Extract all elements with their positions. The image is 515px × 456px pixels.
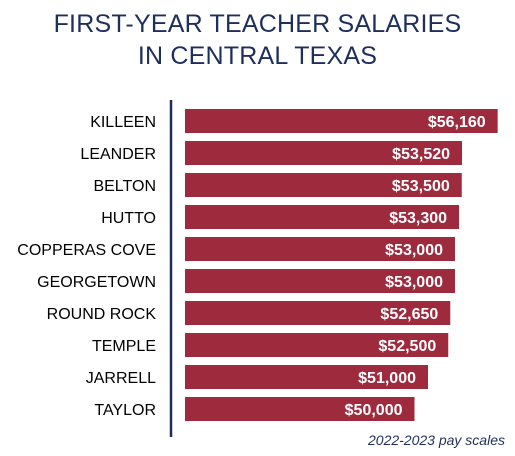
value-label: $53,000 [385, 274, 443, 291]
category-label: LEANDER [80, 146, 156, 163]
category-label: TEMPLE [92, 338, 156, 355]
category-label: BELTON [93, 178, 156, 195]
value-label: $56,160 [428, 114, 486, 131]
value-label: $53,000 [385, 242, 443, 259]
bar-jarrell [185, 365, 428, 389]
value-label: $53,300 [389, 210, 447, 227]
category-label: GEORGETOWN [37, 274, 156, 291]
category-label: JARRELL [86, 370, 156, 387]
value-label: $50,000 [345, 402, 403, 419]
bar-belton [185, 173, 462, 197]
bar-killeen [185, 109, 498, 133]
value-label: $52,650 [380, 306, 438, 323]
category-label: ROUND ROCK [47, 306, 157, 323]
value-label: $52,500 [378, 338, 436, 355]
bar-round-rock [185, 301, 451, 325]
bar-georgetown [185, 269, 455, 293]
value-label: $51,000 [358, 370, 416, 387]
bar-temple [185, 333, 449, 357]
chart-title-line-1: FIRST-YEAR TEACHER SALARIES [53, 10, 462, 38]
chart-title-line-2: IN CENTRAL TEXAS [137, 42, 378, 70]
category-label: TAYLOR [94, 402, 156, 419]
bar-taylor [185, 397, 415, 421]
category-label: COPPERAS COVE [17, 242, 156, 259]
footnote: 2022-2023 pay scales [368, 432, 505, 448]
chart-title: FIRST-YEAR TEACHER SALARIES IN CENTRAL T… [0, 8, 515, 72]
category-label: KILLEEN [90, 114, 156, 131]
bar-copperas-cove [185, 237, 455, 261]
bar-leander [185, 141, 463, 165]
value-label: $53,500 [392, 178, 450, 195]
bar-hutto [185, 205, 460, 229]
value-label: $53,520 [392, 146, 450, 163]
category-label: HUTTO [101, 210, 156, 227]
